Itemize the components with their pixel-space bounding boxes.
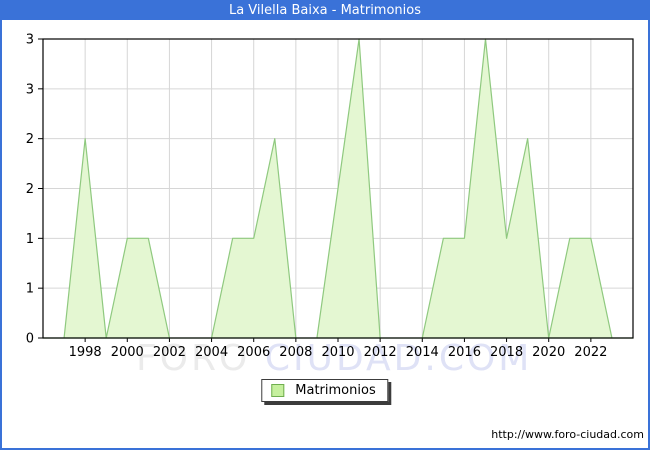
x-tick-label: 2000 <box>111 345 144 360</box>
y-tick-label: 0 <box>26 332 34 347</box>
x-tick-label: 2008 <box>279 345 312 360</box>
x-tick-label: 2006 <box>237 345 270 360</box>
legend-swatch-icon <box>271 384 285 397</box>
foro-ciudad-watermark: FORO CIUDAD.COM <box>136 338 532 379</box>
watermark-part1: FORO <box>136 338 265 379</box>
y-tick-label: 1 <box>26 232 34 247</box>
y-tick-label: 1 <box>26 282 34 297</box>
x-tick-label: 2014 <box>406 345 439 360</box>
x-tick-label: 2012 <box>364 345 397 360</box>
area-series-matrimonios <box>42 38 634 339</box>
x-tick-label: 2020 <box>532 345 565 360</box>
x-tick-label: 1998 <box>69 345 102 360</box>
legend-label: Matrimonios <box>295 383 376 398</box>
x-tick-label: 2022 <box>574 345 607 360</box>
y-tick-label: 2 <box>26 182 34 197</box>
y-tick-label: 3 <box>26 82 34 97</box>
x-tick-label: 2016 <box>448 345 481 360</box>
footer-url: http://www.foro-ciudad.com <box>491 428 644 441</box>
y-tick-label: 2 <box>26 132 34 147</box>
legend-box: Matrimonios <box>261 379 389 402</box>
x-tick-label: 2004 <box>195 345 228 360</box>
x-tick-label: 2002 <box>153 345 186 360</box>
chart-title: La Vilella Baixa - Matrimonios <box>2 2 648 20</box>
x-tick-label: 2018 <box>490 345 523 360</box>
x-tick-label: 2010 <box>321 345 354 360</box>
y-tick-label: 3 <box>26 33 34 48</box>
watermark-part2: CIUDAD.COM <box>264 338 533 379</box>
